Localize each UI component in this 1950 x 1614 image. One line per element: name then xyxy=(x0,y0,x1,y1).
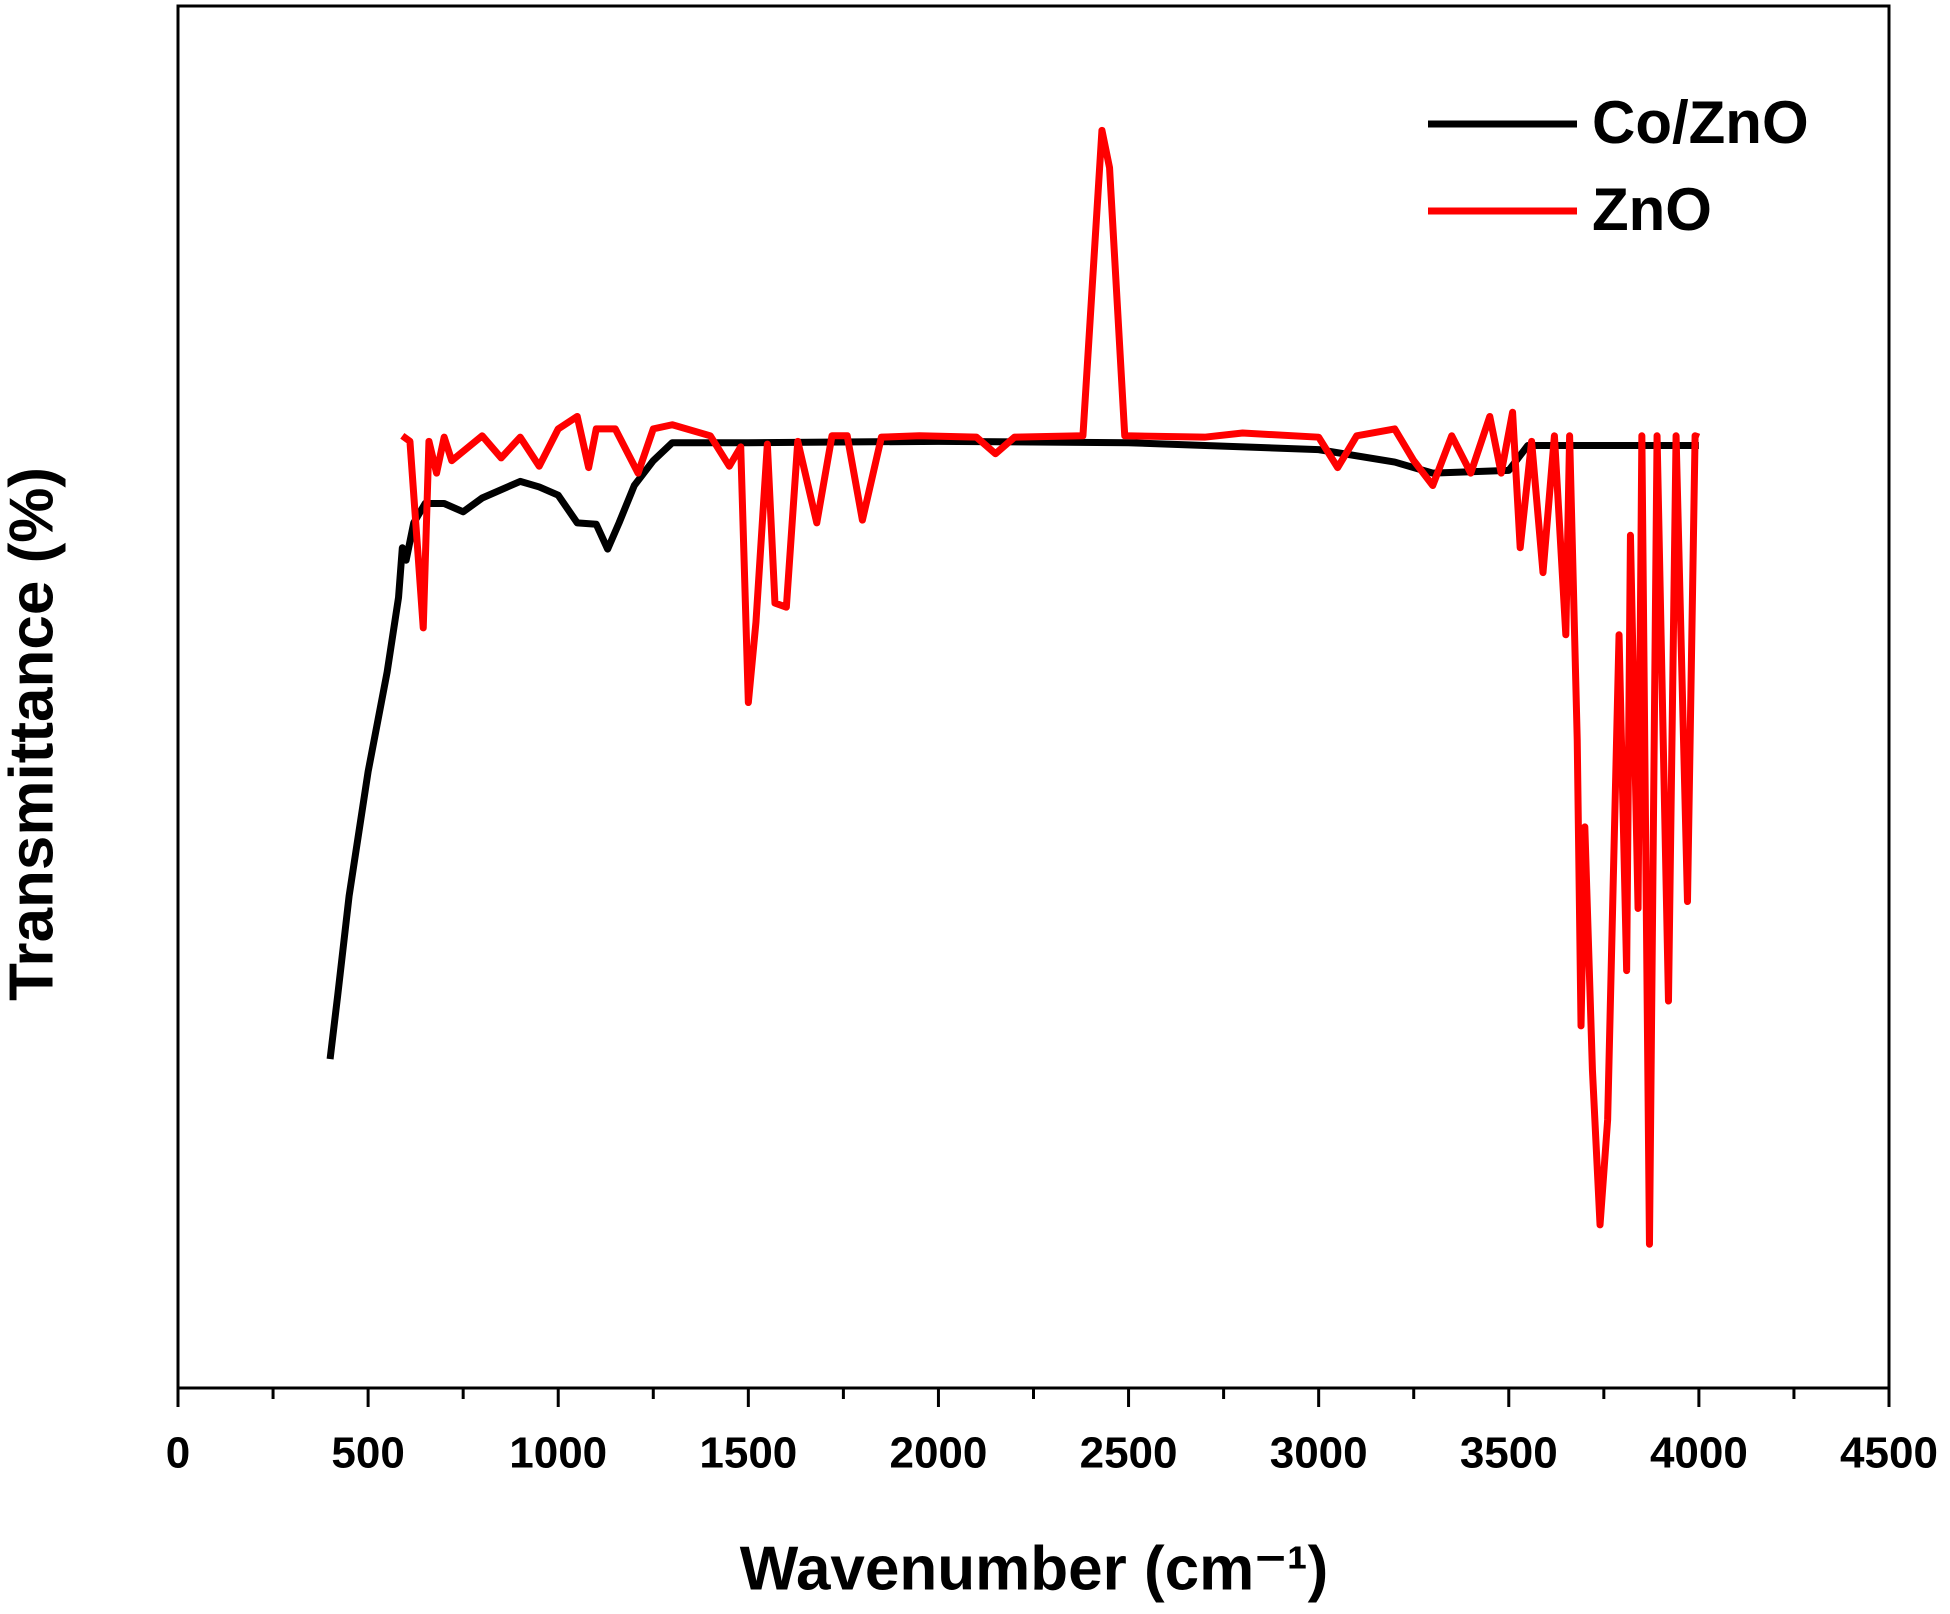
x-axis-title: Wavenumber (cm⁻¹) xyxy=(740,1534,1329,1603)
x-tick-label: 4500 xyxy=(1840,1429,1938,1478)
x-tick-label: 500 xyxy=(331,1429,404,1478)
x-tick-label: 1000 xyxy=(509,1429,607,1478)
x-tick-label: 4000 xyxy=(1650,1429,1748,1478)
plot-frame xyxy=(176,4,1891,1390)
x-tick-label: 3500 xyxy=(1460,1429,1558,1478)
x-tick-label: 0 xyxy=(166,1429,190,1478)
y-axis-title: Transmittance (%) xyxy=(0,467,66,1001)
legend-label: ZnO xyxy=(1592,176,1712,243)
legend-label: Co/ZnO xyxy=(1592,89,1809,156)
series-line xyxy=(326,437,1699,1060)
x-tick-label: 3000 xyxy=(1270,1429,1368,1478)
x-tick-label: 2500 xyxy=(1080,1429,1178,1478)
x-tick-label: 1500 xyxy=(699,1429,797,1478)
series-line xyxy=(400,126,1701,1248)
x-tick-label: 2000 xyxy=(889,1429,987,1478)
